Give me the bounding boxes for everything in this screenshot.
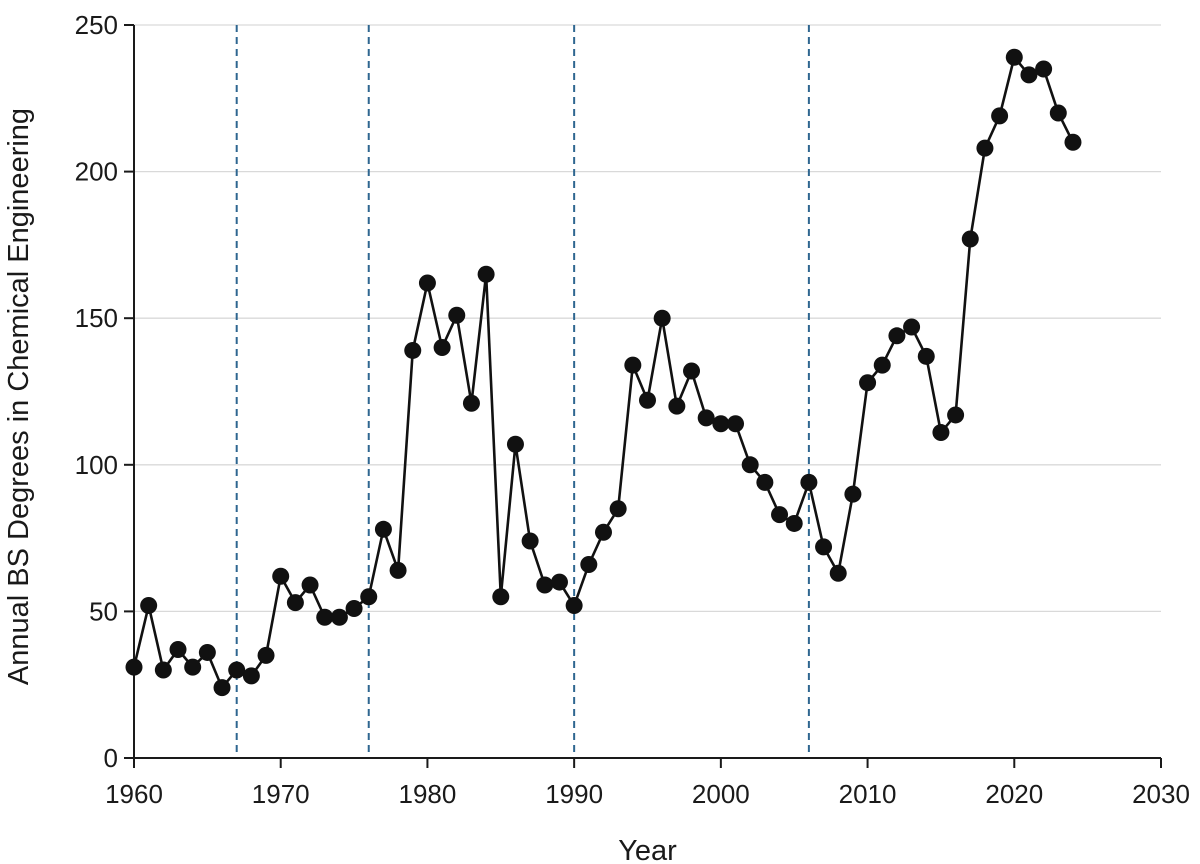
data-point-2004 bbox=[771, 506, 789, 524]
data-point-2009 bbox=[844, 485, 862, 503]
data-point-2010 bbox=[859, 374, 877, 392]
data-point-1997 bbox=[668, 397, 686, 415]
data-point-2005 bbox=[785, 514, 803, 532]
data-point-2013 bbox=[903, 318, 921, 336]
data-points bbox=[125, 48, 1082, 697]
y-tick-label: 0 bbox=[104, 743, 118, 773]
x-tick-label: 1980 bbox=[399, 779, 457, 809]
data-point-1979 bbox=[404, 341, 422, 359]
y-tick-label: 100 bbox=[75, 450, 118, 480]
data-point-1992 bbox=[594, 523, 612, 541]
data-point-1996 bbox=[653, 309, 671, 327]
tick-labels: 0 50 100 150 200 250 1960 1970 1980 1990 2000 2010 2… bbox=[75, 10, 1190, 809]
data-point-2002 bbox=[741, 456, 759, 474]
data-point-1965 bbox=[198, 643, 216, 661]
x-tick-label: 1970 bbox=[252, 779, 310, 809]
data-point-1980 bbox=[418, 274, 436, 292]
y-tick-label: 150 bbox=[75, 303, 118, 333]
data-point-2022 bbox=[1035, 60, 1053, 78]
data-point-2012 bbox=[888, 327, 906, 345]
data-point-1989 bbox=[550, 573, 568, 591]
data-point-1998 bbox=[683, 362, 701, 380]
data-point-2001 bbox=[727, 415, 745, 433]
data-point-2020 bbox=[1005, 48, 1023, 66]
data-point-1993 bbox=[609, 500, 627, 518]
data-point-2017 bbox=[961, 230, 979, 248]
x-tick-label: 1990 bbox=[545, 779, 603, 809]
y-tick-label: 200 bbox=[75, 157, 118, 187]
data-point-1978 bbox=[389, 561, 407, 579]
y-tick-label: 50 bbox=[89, 596, 118, 626]
data-point-1987 bbox=[521, 532, 539, 550]
gridlines bbox=[134, 24, 1161, 613]
data-point-1976 bbox=[360, 588, 378, 606]
data-point-1990 bbox=[565, 597, 583, 615]
data-point-1960 bbox=[125, 658, 143, 676]
data-point-1994 bbox=[624, 356, 642, 374]
data-point-1974 bbox=[330, 608, 348, 626]
data-point-1999 bbox=[697, 409, 715, 427]
data-point-1995 bbox=[639, 391, 656, 409]
data-point-2018 bbox=[976, 139, 994, 157]
x-tick-label: 2030 bbox=[1132, 779, 1190, 809]
data-point-2021 bbox=[1020, 66, 1038, 84]
data-point-1963 bbox=[169, 641, 187, 659]
data-point-2019 bbox=[991, 107, 1009, 125]
data-point-1961 bbox=[140, 597, 158, 615]
data-point-1962 bbox=[154, 661, 172, 679]
data-point-1969 bbox=[257, 646, 275, 664]
data-point-1988 bbox=[536, 576, 554, 594]
data-point-2015 bbox=[932, 424, 950, 442]
data-point-2014 bbox=[917, 347, 935, 365]
data-point-2000 bbox=[712, 415, 730, 433]
data-point-1964 bbox=[184, 658, 202, 676]
reference-lines bbox=[235, 25, 810, 758]
data-point-1970 bbox=[272, 567, 290, 585]
series-line bbox=[132, 55, 1075, 689]
data-point-1977 bbox=[374, 520, 392, 538]
data-point-1982 bbox=[448, 306, 466, 324]
data-point-1986 bbox=[506, 435, 524, 453]
x-tick-label: 2000 bbox=[692, 779, 750, 809]
data-point-2011 bbox=[873, 356, 891, 374]
data-point-1967 bbox=[228, 661, 246, 679]
data-point-2016 bbox=[947, 406, 965, 424]
axes bbox=[124, 24, 1162, 768]
data-point-2024 bbox=[1064, 133, 1082, 151]
data-point-2007 bbox=[815, 538, 833, 556]
data-point-1975 bbox=[345, 599, 363, 617]
data-point-1972 bbox=[301, 576, 319, 594]
data-point-2006 bbox=[800, 473, 818, 491]
data-line bbox=[132, 55, 1075, 689]
data-point-1984 bbox=[477, 265, 495, 283]
x-tick-label: 2020 bbox=[985, 779, 1043, 809]
y-tick-label: 250 bbox=[75, 10, 118, 40]
x-axis-title: Year bbox=[618, 835, 677, 864]
data-point-1991 bbox=[580, 555, 598, 573]
x-tick-label: 1960 bbox=[105, 779, 163, 809]
x-tick-label: 2010 bbox=[839, 779, 897, 809]
data-point-1983 bbox=[462, 394, 480, 412]
data-point-1981 bbox=[433, 339, 451, 357]
data-point-2023 bbox=[1049, 104, 1067, 122]
data-point-1973 bbox=[316, 608, 334, 626]
data-point-1968 bbox=[242, 667, 260, 685]
data-point-2008 bbox=[829, 564, 847, 582]
data-point-1971 bbox=[286, 594, 304, 612]
data-point-1985 bbox=[492, 588, 510, 606]
data-point-2003 bbox=[756, 473, 774, 491]
data-point-1966 bbox=[213, 679, 231, 697]
y-axis-title: Annual BS Degrees in Chemical Engineerin… bbox=[3, 108, 35, 685]
